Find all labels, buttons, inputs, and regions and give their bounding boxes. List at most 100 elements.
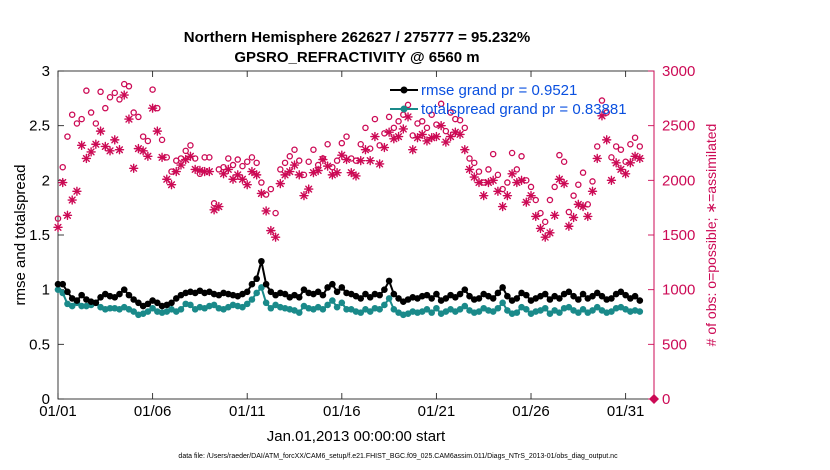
possible-point (225, 155, 232, 162)
assimilated-stroke (451, 128, 459, 136)
legend-spread-marker (400, 105, 408, 113)
assimilated-point (67, 195, 77, 205)
possible-point (362, 124, 369, 132)
possible-point (461, 124, 469, 132)
totalspread-series-point (243, 300, 251, 308)
possible-point (504, 179, 511, 186)
possible-point (622, 158, 629, 165)
possible-point (338, 139, 346, 147)
assimilated-point (384, 127, 394, 137)
assimilated-stroke (584, 212, 592, 220)
assimilated-stroke (555, 175, 563, 183)
assimilated-point (289, 160, 300, 170)
possible-point (485, 166, 492, 173)
assimilated-stroke (82, 154, 90, 163)
assimilated-point (251, 170, 262, 180)
assimilated-stroke (290, 161, 299, 169)
assimilated-stroke (380, 143, 388, 152)
assimilated-stroke (333, 169, 341, 177)
totalspread-series-point (541, 304, 549, 312)
possible-point (551, 183, 558, 191)
assimilated-point (119, 90, 129, 100)
possible-point (329, 163, 336, 171)
assimilated-point (280, 170, 290, 180)
possible-point (106, 93, 114, 101)
assimilated-point (351, 171, 361, 181)
possible-point (314, 161, 322, 169)
assimilated-stroke (631, 152, 639, 160)
totalspread-series-point (565, 303, 573, 311)
assimilated-point (559, 178, 569, 189)
possible-point (575, 181, 582, 188)
totalspread-series-point (295, 309, 303, 316)
rmse-series-point (248, 280, 256, 288)
assimilated-point (460, 145, 470, 155)
assimilated-stroke (560, 180, 568, 188)
possible-point (537, 209, 544, 217)
assimilated-point (152, 126, 163, 136)
assimilated-point (72, 186, 82, 196)
totalspread-series-point (494, 304, 502, 312)
possible-point (636, 143, 644, 150)
rmse-series-point (125, 291, 133, 299)
assimilated-point (124, 114, 134, 124)
assimilated-point (398, 124, 409, 134)
rmse-series-point (130, 296, 137, 303)
rmse-series-point (120, 286, 128, 293)
assimilated-point (285, 166, 295, 177)
assimilated-point (488, 175, 498, 186)
rmse-series-point (385, 277, 393, 285)
assimilated-point (270, 232, 281, 242)
possible-point (466, 155, 473, 162)
assimilated-point (611, 158, 621, 168)
possible-point (135, 113, 142, 121)
assimilated-stroke (153, 127, 161, 135)
possible-point (258, 179, 265, 186)
assimilated-point (417, 129, 427, 140)
chart-title: Northern Hemisphere 262627 / 275777 = 95… (184, 29, 530, 46)
assimilated-stroke (106, 147, 114, 155)
assimilated-stroke (456, 130, 464, 138)
assimilated-point (299, 190, 309, 201)
possible-point (617, 146, 625, 153)
rmse-series-point (154, 299, 161, 307)
assimilated-point (114, 145, 125, 155)
assimilated-point (346, 167, 356, 178)
assimilated-point (105, 146, 115, 156)
assimilated-stroke (149, 104, 157, 112)
possible-point (608, 154, 615, 161)
rmse-series-point (565, 288, 573, 296)
rmse-series-point (319, 291, 327, 299)
assimilated-stroke (300, 192, 308, 200)
totalspread-series-point (68, 302, 76, 310)
assimilated-stroke (63, 211, 72, 219)
possible-point (319, 155, 327, 162)
assimilated-point (403, 112, 413, 122)
assimilated-point (58, 177, 68, 188)
y-axis-label: rmse and totalspread (12, 165, 29, 306)
totalspread-series-point (456, 306, 464, 313)
assimilated-stroke (139, 147, 147, 155)
totalspread-series-point (556, 309, 563, 316)
possible-point (494, 171, 502, 179)
possible-point (92, 120, 100, 127)
assimilated-point (166, 180, 177, 190)
assimilated-point (592, 153, 602, 164)
rmse-series-point (575, 296, 582, 303)
assimilated-point (455, 129, 465, 140)
assimilated-point (53, 222, 63, 233)
assimilated-point (214, 201, 224, 212)
possible-point (579, 169, 587, 176)
assimilated-stroke (551, 211, 559, 219)
assimilated-stroke (172, 168, 180, 176)
totalspread-series-point (593, 303, 601, 311)
assimilated-point (266, 225, 276, 236)
assimilated-point (535, 223, 546, 234)
assimilated-point (431, 131, 442, 142)
assimilated-stroke (262, 207, 270, 215)
possible-point (182, 147, 189, 155)
assimilated-point (332, 167, 342, 178)
y-right-tick-label: 3000 (662, 63, 695, 80)
assimilated-stroke (376, 160, 384, 168)
possible-point (570, 192, 577, 199)
